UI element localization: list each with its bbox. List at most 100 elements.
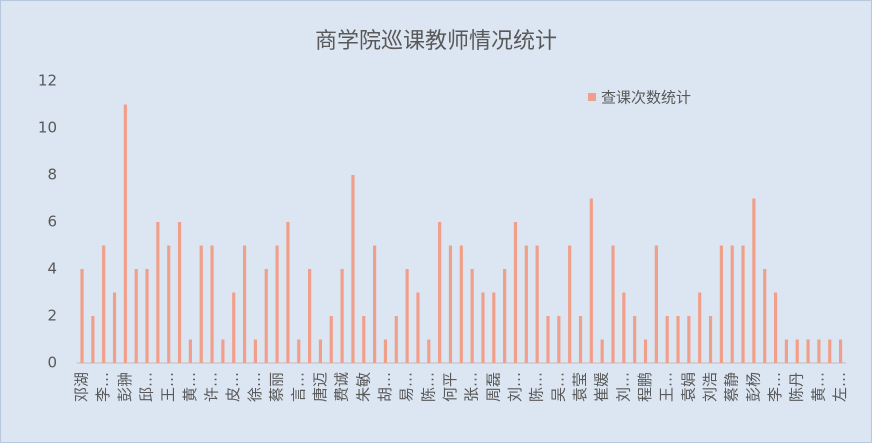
- x-tick-label: 王…: [159, 372, 177, 402]
- x-tick-label: 吴…: [549, 372, 567, 402]
- x-tick-label: 皮…: [224, 372, 242, 402]
- bar: [773, 292, 778, 363]
- x-tick-label: 徐…: [246, 372, 264, 402]
- x-tick-label: 陈…: [528, 372, 546, 402]
- legend-label: 查课次数统计: [601, 89, 691, 107]
- bar: [741, 245, 745, 363]
- bar: [329, 316, 333, 363]
- x-tick-label: 言…: [289, 372, 307, 402]
- x-tick-label: 朱敏: [354, 372, 372, 402]
- bar: [763, 269, 767, 363]
- bar: [112, 292, 117, 363]
- x-tick-label: 刘浩: [701, 372, 719, 402]
- bar: [416, 292, 420, 363]
- x-tick-label: 袁娟: [679, 372, 697, 402]
- bar: [676, 316, 680, 363]
- y-tick-label: 6: [47, 213, 57, 231]
- x-tick-label: 王…: [658, 372, 676, 402]
- bar: [708, 316, 713, 363]
- x-tick-label: 刘…: [506, 372, 524, 402]
- bar: [557, 316, 561, 363]
- bar: [524, 245, 528, 363]
- bar: [145, 269, 149, 363]
- x-tick-label: 费诚: [333, 372, 351, 402]
- x-tick-label: 左…: [831, 372, 849, 402]
- y-tick-label: 12: [38, 72, 57, 90]
- x-tick-label: 李…: [94, 372, 112, 402]
- bar: [221, 339, 225, 363]
- x-tick-label: 周磊: [484, 372, 502, 402]
- x-tick-label: 李…: [766, 372, 784, 402]
- bar: [578, 316, 583, 363]
- bar: [730, 245, 734, 363]
- y-tick-label: 4: [47, 260, 57, 278]
- bar: [91, 316, 95, 363]
- bar: [633, 316, 637, 363]
- x-tick-label: 黄…: [809, 372, 827, 402]
- bar: [297, 339, 301, 363]
- bar: [513, 222, 518, 363]
- x-tick-label: 崔媛: [593, 372, 611, 402]
- bar: [611, 245, 615, 363]
- bar: [362, 316, 366, 363]
- chart-title: 商学院巡课教师情况统计: [315, 29, 557, 54]
- x-tick-label: 易…: [398, 372, 416, 402]
- bar: [123, 104, 127, 363]
- bar: [448, 245, 453, 363]
- bar: [232, 292, 236, 363]
- bar: [719, 245, 723, 363]
- bar: [264, 269, 268, 363]
- y-tick-label: 0: [47, 354, 57, 372]
- bar: [838, 339, 843, 363]
- x-tick-label: 邱…: [138, 372, 156, 402]
- x-tick-label: 蔡丽: [268, 372, 286, 402]
- bar: [752, 198, 756, 363]
- bar: [167, 245, 171, 363]
- x-tick-label: 彭杨: [744, 372, 762, 402]
- y-tick-label: 8: [47, 166, 57, 184]
- bar: [102, 245, 106, 363]
- x-tick-label: 黄…: [181, 372, 199, 402]
- x-tick-label: 邓湖: [73, 372, 91, 402]
- x-tick-label: 程鹏: [636, 372, 654, 402]
- y-tick-label: 10: [38, 119, 57, 137]
- bar: [687, 316, 691, 363]
- bar: [600, 339, 604, 363]
- bar: [307, 269, 312, 363]
- bar: [546, 316, 550, 363]
- bar: [459, 245, 463, 363]
- bar: [643, 339, 648, 363]
- x-tick-label: 刘…: [614, 372, 632, 402]
- bar: [405, 269, 409, 363]
- bar: [817, 339, 821, 363]
- bar: [427, 339, 431, 363]
- bar: [383, 339, 388, 363]
- bar: [503, 269, 507, 363]
- bar: [535, 245, 539, 363]
- bar: [177, 222, 182, 363]
- bar: [806, 339, 810, 363]
- bar: [622, 292, 626, 363]
- bar: [784, 339, 788, 363]
- bar: [492, 292, 496, 363]
- bar: [438, 222, 442, 363]
- bar: [286, 222, 290, 363]
- x-tick-label: 唐迈: [311, 372, 329, 402]
- bar: [470, 269, 474, 363]
- bar: [156, 222, 160, 363]
- x-tick-label: 蔡静: [723, 372, 741, 402]
- bar: [795, 339, 799, 363]
- bar: [188, 339, 192, 363]
- x-tick-label: 张…: [463, 372, 481, 402]
- x-tick-label: 胡…: [376, 372, 394, 402]
- bar: [318, 339, 323, 363]
- bar: [275, 245, 279, 363]
- bar: [199, 245, 203, 363]
- legend-swatch: [588, 93, 596, 101]
- bar: [481, 292, 485, 363]
- bar: [351, 175, 355, 363]
- x-tick-label: 何平: [441, 372, 459, 402]
- bar: [665, 316, 669, 363]
